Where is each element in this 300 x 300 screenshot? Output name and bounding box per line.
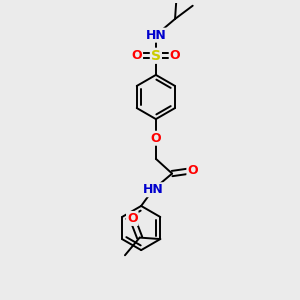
Text: O: O: [151, 132, 161, 145]
Text: O: O: [188, 164, 198, 177]
Text: O: O: [127, 212, 138, 225]
Text: O: O: [131, 49, 142, 62]
Text: HN: HN: [142, 183, 163, 196]
Text: HN: HN: [146, 29, 166, 42]
Text: O: O: [170, 49, 180, 62]
Text: S: S: [151, 49, 161, 63]
